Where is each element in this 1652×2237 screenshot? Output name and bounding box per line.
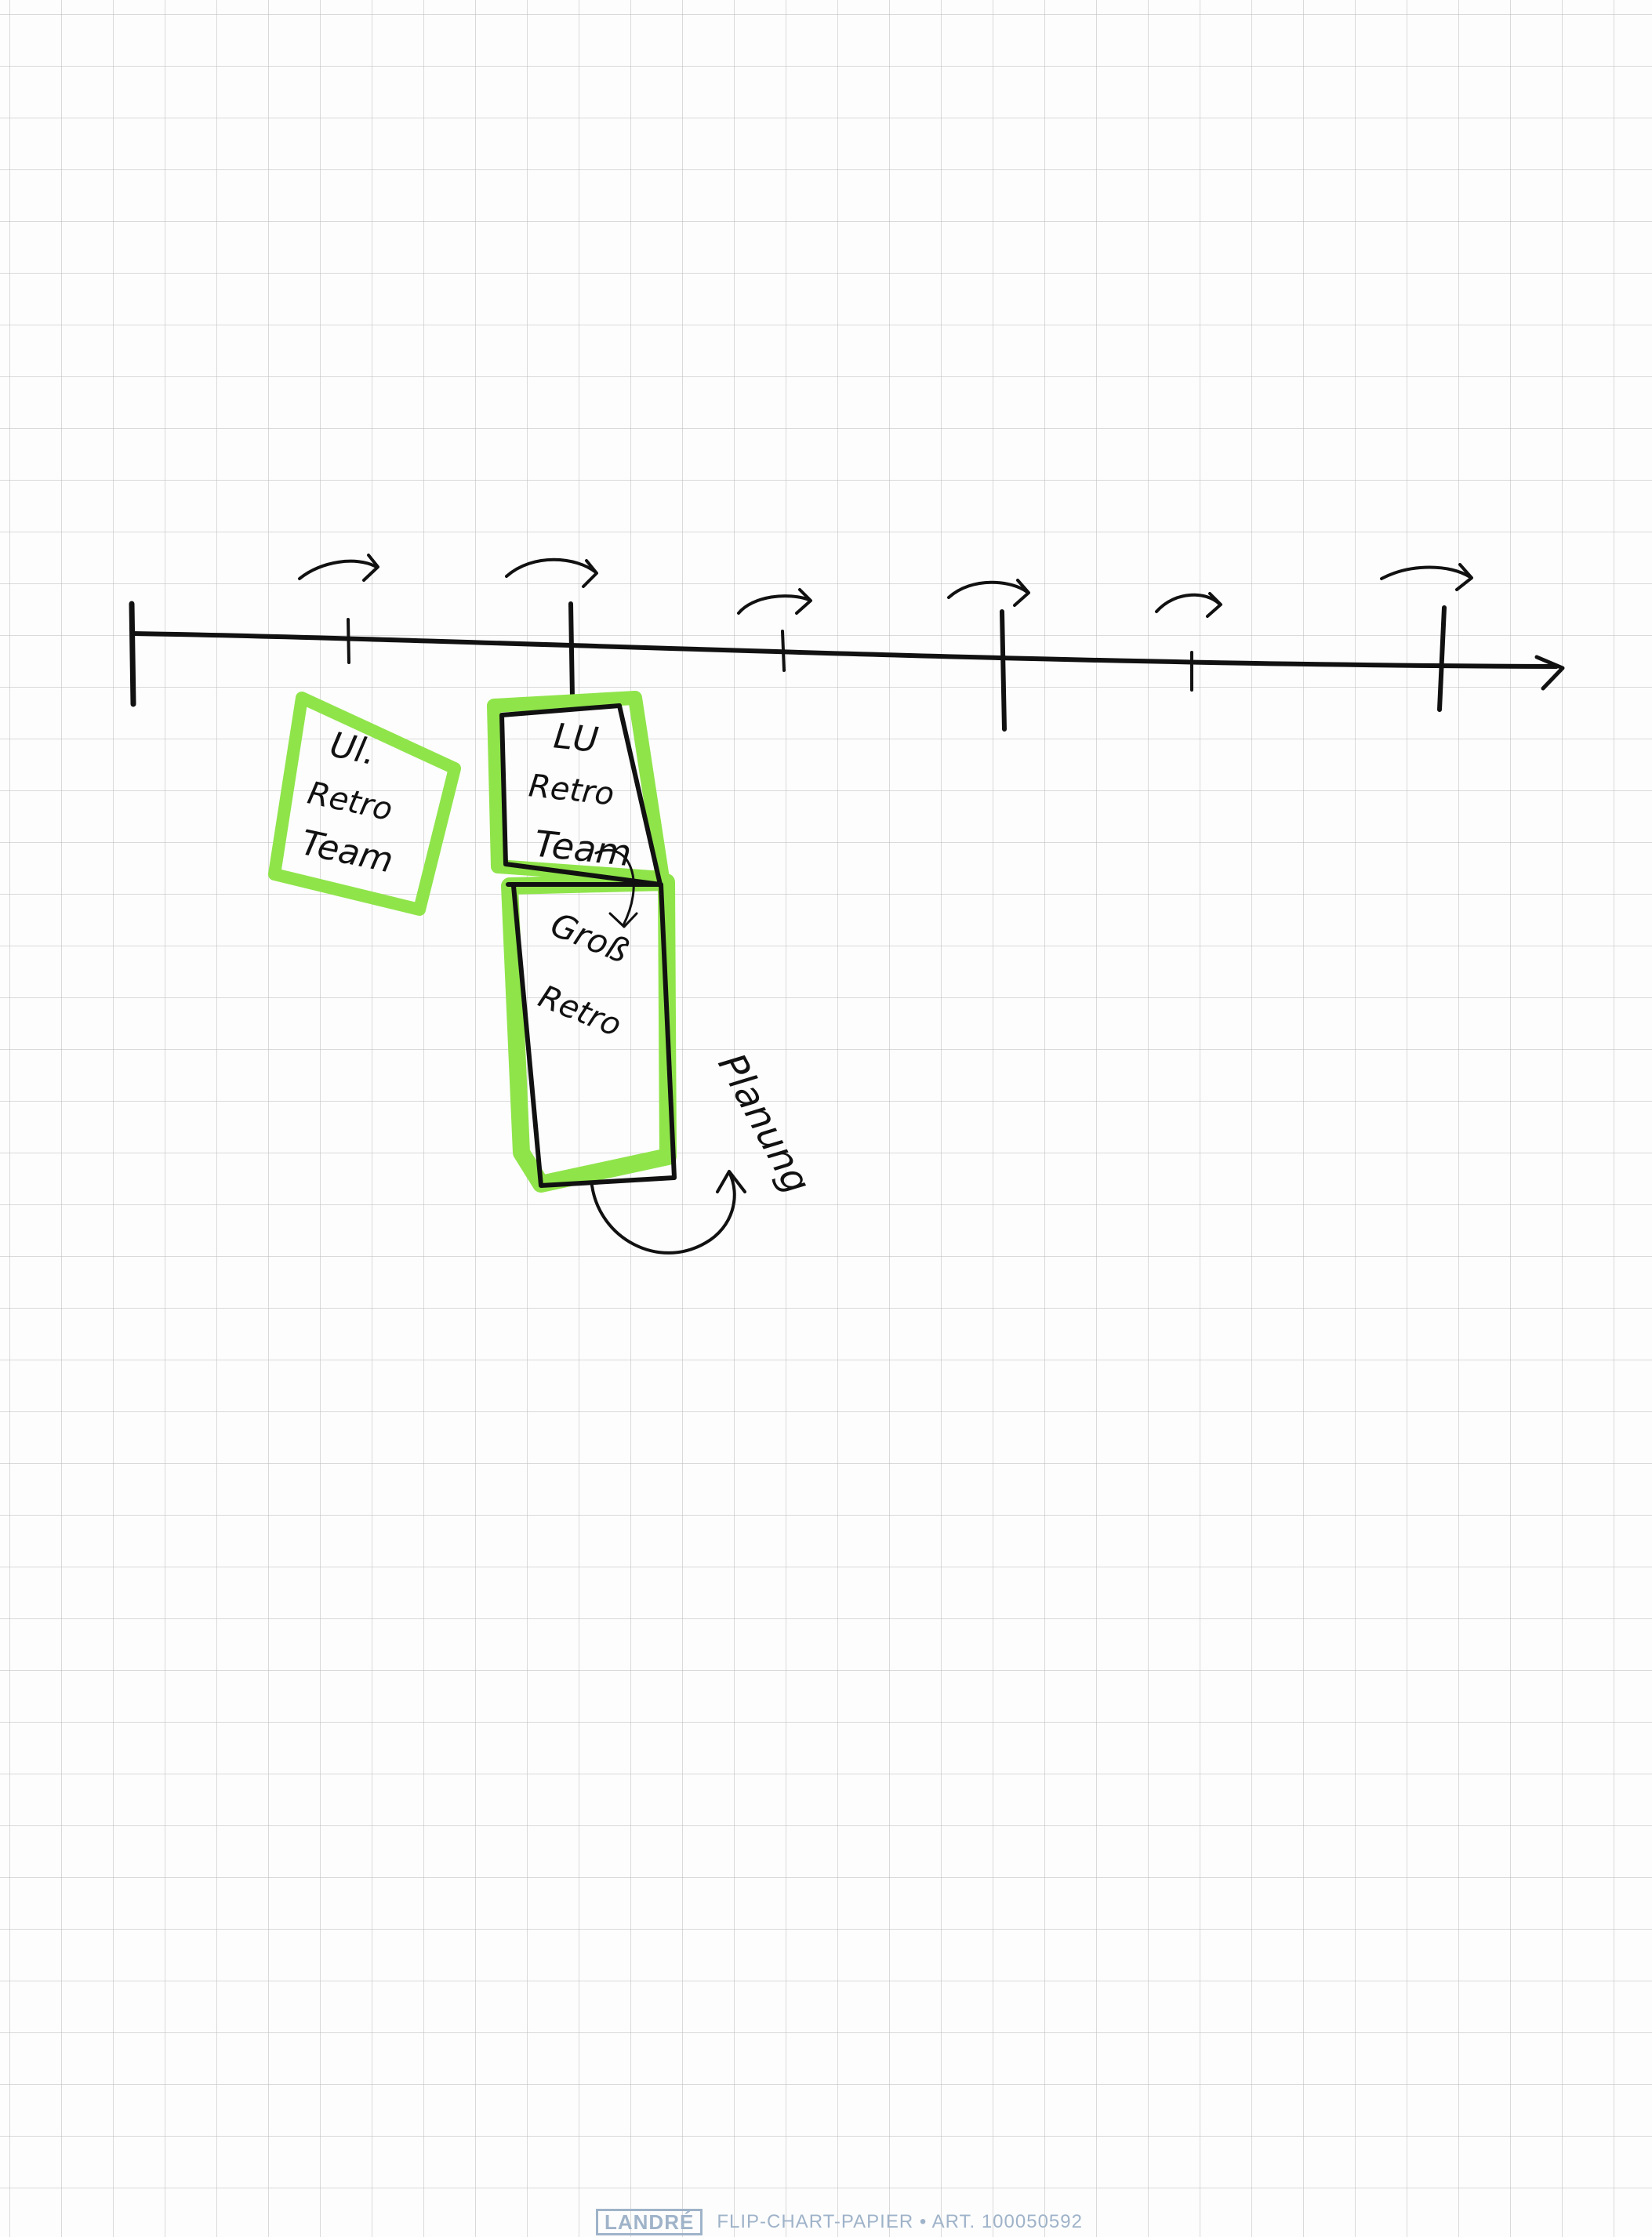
note-3-line: Retro [533,979,626,1044]
note-1-line: Ul. [326,724,379,773]
tick-1 [347,618,350,664]
paper-footer: LANDRÉ FLIP-CHART-PAPIER • ART. 10005059… [596,2209,1083,2235]
curved-arrow-icon [505,557,598,588]
timeline-start-mark [129,601,136,707]
note-2-line: Retro [527,768,615,812]
note-3-frame [506,882,677,1188]
brand-logo: LANDRÉ [596,2209,703,2235]
curved-arrow-icon [1380,563,1473,591]
curved-arrow-icon [1155,592,1222,618]
timeline-axis [131,631,1559,669]
product-label: FLIP-CHART-PAPIER • ART. 100050592 [717,2211,1083,2232]
note-3-text: Groß Retro [533,905,634,1044]
tick-6 [1437,605,1447,712]
note-1-line: Team [297,823,396,881]
tick-4 [1000,609,1007,732]
timeline-arrowhead [1534,655,1565,691]
note-1-line: Retro [304,775,395,829]
note-3-line: Groß [546,905,634,971]
note-1-highlight [268,692,461,916]
note-2-text: LU Retro Team [527,716,634,875]
curved-arrows [298,554,1473,618]
note-2-line: LU [552,716,601,761]
connector-arrow [594,848,638,928]
timeline-ticks [347,601,1447,732]
tick-2 [568,601,575,700]
loop-arrowhead [716,1170,746,1193]
loop-arrow [590,1171,736,1255]
note-frames [499,703,677,1188]
curved-arrow-icon [947,579,1030,607]
tick-3 [781,630,786,672]
note-2-line: Team [532,823,634,875]
curved-arrow-icon [737,588,812,615]
curved-arrow-icon [298,554,379,582]
